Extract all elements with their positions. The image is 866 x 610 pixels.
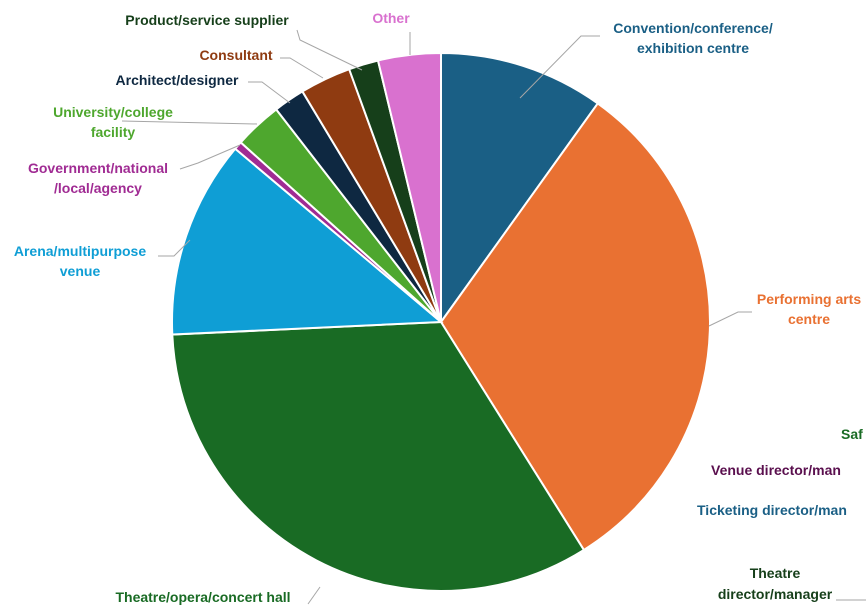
pie-slice-other xyxy=(376,51,442,323)
leader-line-university-college-facility xyxy=(121,120,258,125)
leader-line-architect-designer xyxy=(248,81,291,104)
leader-line-arena-multipurpose-venue xyxy=(158,239,191,257)
slice-labels: Convention/conference/exhibition centre P… xyxy=(14,10,861,605)
cropped-label-saf: Saf xyxy=(841,426,863,442)
cropped-labels: Saf Venue director/man Ticketing director/… xyxy=(697,426,866,602)
leader-lines xyxy=(121,29,752,605)
leader-line-convention-conference-exhibition-centre xyxy=(519,35,600,99)
pie-slices xyxy=(170,51,711,592)
slice-label-consultant: Consultant xyxy=(199,47,272,63)
pie-slice-theatre-opera-concert-hall xyxy=(171,320,586,592)
pie-slice-arena-multipurpose-venue xyxy=(170,147,444,336)
slice-label-government-national-local-agency: Government/national/local/agency xyxy=(28,160,168,196)
pie-slice-performing-arts-centre xyxy=(439,102,711,552)
leader-line-theatre-opera-concert-hall xyxy=(307,586,321,605)
leader-line-government-national-local-agency xyxy=(179,144,241,170)
slice-label-product-service-supplier: Product/service supplier xyxy=(125,12,289,28)
cropped-label-ticketing-director-man: Ticketing director/man xyxy=(697,502,847,518)
pie-slice-convention-conference-exhibition-centre xyxy=(440,51,600,326)
leader-line-product-service-supplier xyxy=(296,29,363,71)
slice-label-theatre-opera-concert-hall: Theatre/opera/concert hall xyxy=(115,589,290,605)
slice-label-performing-arts-centre: Performing arts centre xyxy=(757,291,861,327)
slice-label-arena-multipurpose-venue: Arena/multipurpose venue xyxy=(14,243,146,279)
cropped-label-venue-director-man: Venue director/man xyxy=(711,462,841,478)
slice-label-university-college-facility: University/college facility xyxy=(53,104,173,140)
cropped-label-theatre-director-manager: Theatre director/manager xyxy=(718,565,833,602)
slice-label-architect-designer: Architect/designer xyxy=(116,72,239,88)
leader-line-performing-arts-centre xyxy=(708,311,752,327)
slice-label-convention-conference-exhibition-centre: Convention/conference/exhibition centre xyxy=(613,20,773,56)
slice-label-other: Other xyxy=(372,10,410,26)
leader-line-consultant xyxy=(280,57,324,79)
